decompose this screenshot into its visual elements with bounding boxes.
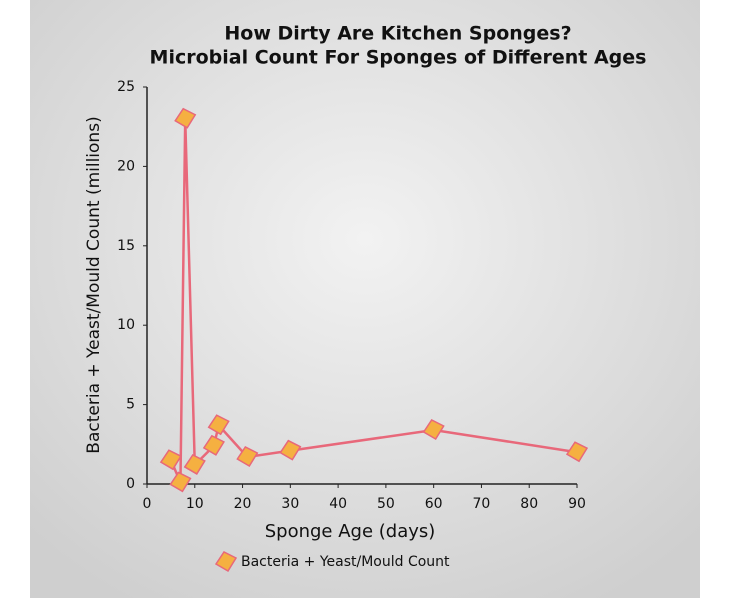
sponge-marker: [207, 414, 230, 436]
x-tick-label: 70: [473, 496, 491, 512]
y-tick-label: 10: [117, 317, 135, 333]
sponge-marker: [236, 446, 259, 468]
y-tick-label: 15: [117, 238, 135, 254]
sponge-marker: [202, 434, 225, 456]
y-tick-label: 0: [126, 476, 135, 492]
x-tick-label: 50: [377, 496, 395, 512]
sponge-marker: [422, 419, 445, 441]
sponge-marker: [174, 107, 197, 129]
y-tick-label: 20: [117, 158, 135, 174]
y-tick-label: 25: [117, 79, 135, 95]
x-tick-label: 30: [281, 496, 299, 512]
chart-subtitle: Microbial Count For Sponges of Different…: [150, 47, 647, 69]
sponge-marker: [183, 453, 206, 475]
x-tick-label: 0: [143, 496, 152, 512]
x-tick-label: 10: [186, 496, 204, 512]
chart-title: How Dirty Are Kitchen Sponges?: [224, 23, 571, 45]
x-axis-label: Sponge Age (days): [265, 521, 436, 542]
sponge-marker: [159, 449, 182, 471]
sponge-marker: [169, 471, 192, 493]
y-tick-label: 5: [126, 397, 135, 413]
sponge-marker: [279, 439, 302, 461]
x-tick-label: 60: [425, 496, 443, 512]
legend-label: Bacteria + Yeast/Mould Count: [241, 554, 450, 570]
data-line: [169, 118, 578, 483]
y-axis-label: Bacteria + Yeast/Mould Count (millions): [84, 116, 104, 453]
legend-marker: [214, 551, 238, 573]
sponge-marker: [565, 441, 589, 463]
x-tick-label: 90: [568, 496, 586, 512]
background: [30, 0, 700, 598]
x-tick-label: 80: [520, 496, 538, 512]
x-tick-label: 40: [329, 496, 347, 512]
x-tick-label: 20: [234, 496, 252, 512]
